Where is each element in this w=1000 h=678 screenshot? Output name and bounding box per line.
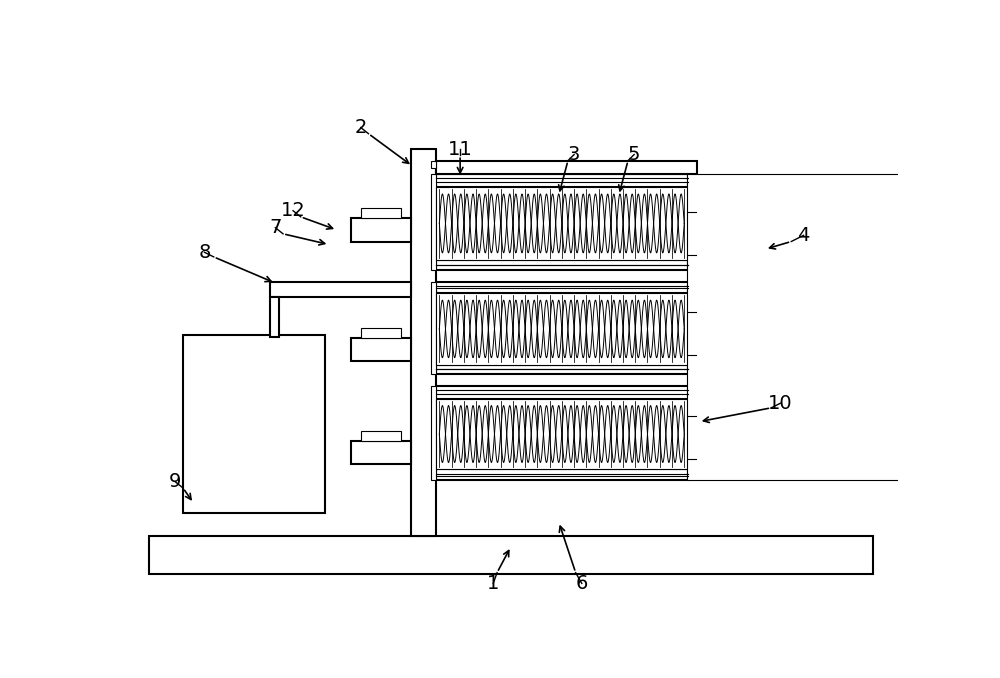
Bar <box>436 365 688 374</box>
Bar <box>351 441 411 464</box>
Bar <box>688 259 696 267</box>
Bar <box>688 388 696 396</box>
Bar <box>431 281 436 374</box>
Bar <box>436 399 688 469</box>
Bar <box>436 161 697 174</box>
Bar <box>183 336 325 513</box>
Bar <box>361 208 401 218</box>
Bar <box>351 338 411 361</box>
Bar <box>687 174 1000 480</box>
Bar <box>361 431 401 441</box>
Bar <box>270 281 411 297</box>
Bar <box>436 293 688 365</box>
Bar <box>436 469 688 480</box>
Bar <box>688 293 694 365</box>
Bar <box>361 327 401 338</box>
Text: 12: 12 <box>281 201 305 220</box>
Text: 11: 11 <box>448 140 473 159</box>
Bar <box>696 212 796 255</box>
Bar <box>149 536 873 574</box>
Bar <box>688 187 694 260</box>
Bar <box>270 297 279 337</box>
Bar <box>688 285 696 292</box>
Bar <box>431 174 436 270</box>
Bar <box>436 281 688 293</box>
Bar <box>688 469 696 477</box>
Text: 2: 2 <box>355 118 367 137</box>
Bar <box>688 399 694 469</box>
Bar <box>436 187 688 260</box>
Text: 3: 3 <box>568 145 580 164</box>
Bar <box>431 161 436 168</box>
Bar <box>411 149 436 536</box>
Text: 7: 7 <box>269 218 282 237</box>
Text: 10: 10 <box>768 394 793 413</box>
Text: 4: 4 <box>797 226 810 245</box>
Bar <box>351 218 411 241</box>
Bar <box>688 363 696 371</box>
Text: 5: 5 <box>628 145 640 164</box>
Bar <box>696 416 796 458</box>
Bar <box>688 177 696 184</box>
Text: 6: 6 <box>576 574 588 593</box>
Bar <box>436 386 688 399</box>
Bar <box>436 174 688 187</box>
Text: 9: 9 <box>169 473 181 492</box>
Bar <box>436 260 688 270</box>
Bar <box>696 313 796 355</box>
Text: 8: 8 <box>198 243 211 262</box>
Text: 1: 1 <box>487 574 499 593</box>
Bar <box>431 386 436 480</box>
